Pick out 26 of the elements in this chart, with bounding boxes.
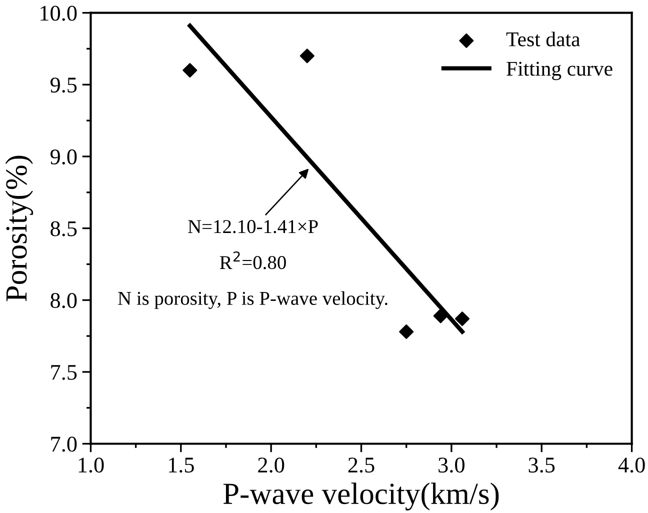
x-tick-label: 1.0 [78, 458, 104, 473]
legend-label: Fitting curve [506, 62, 612, 80]
x-tick-label: 4.0 [618, 458, 645, 473]
point [300, 48, 314, 64]
annotation: R$^{2}$=0.80 [220, 251, 286, 270]
point [454, 311, 470, 326]
point [399, 324, 414, 339]
x-tick-label: 2.5 [348, 458, 374, 473]
annotation: N is porosity, P is P-wave velocity. [118, 291, 388, 309]
legend-label: Test data [506, 32, 580, 46]
x-tick-label: 3.0 [438, 458, 464, 473]
x-tick-label: 3.5 [528, 458, 555, 473]
x-axis-title: P-wave velocity(km/s) [223, 482, 499, 510]
y-tick-label: 8.0 [50, 293, 77, 308]
x-tick-label: 1.5 [168, 458, 194, 473]
y-tick-label: 9.0 [50, 149, 77, 164]
annotation: N=12.10-1.41×P [188, 220, 318, 234]
x-tick-label: 2.0 [258, 458, 284, 473]
y-tick-label: 7.5 [51, 365, 77, 380]
y-axis-title: Porosity(%) [5, 156, 34, 302]
y-tick-label: 9.5 [50, 78, 77, 93]
point [182, 63, 198, 78]
y-tick-label: 10.0 [40, 6, 77, 21]
y-tick-label: 7.0 [51, 436, 77, 452]
point [433, 308, 448, 324]
y-tick-label: 8.5 [50, 221, 77, 236]
